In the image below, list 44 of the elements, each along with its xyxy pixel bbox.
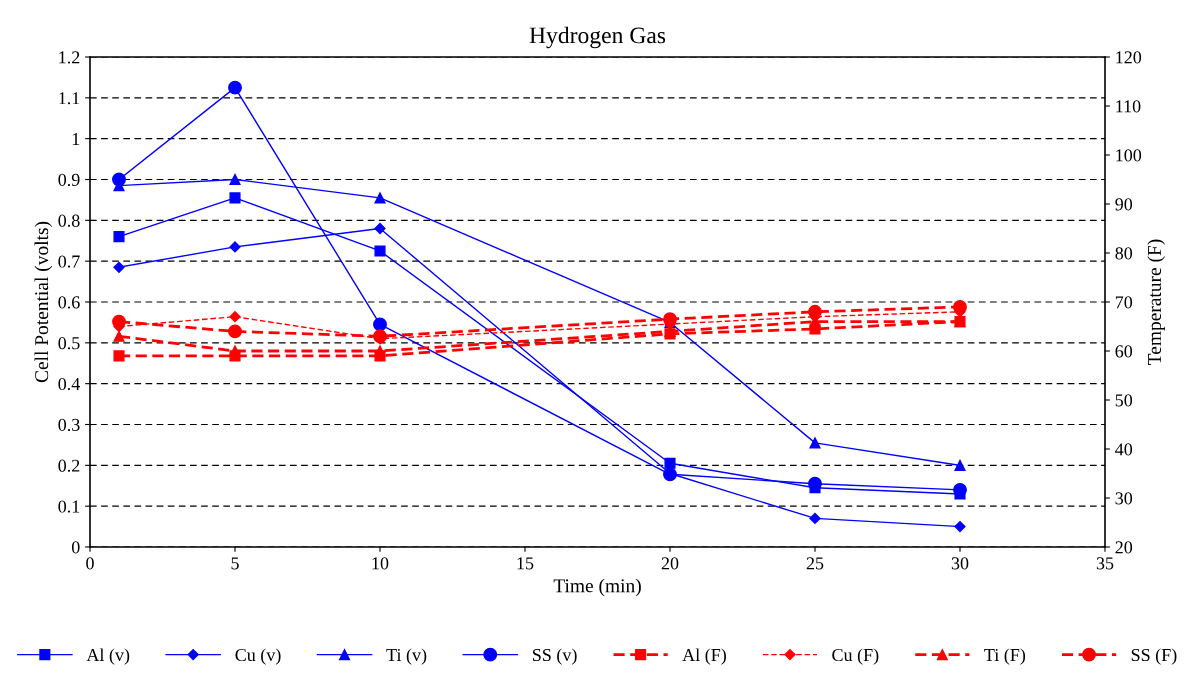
y2-tick-label: 80 bbox=[1115, 247, 1133, 260]
x-tick-label: 25 bbox=[806, 557, 824, 570]
legend-label: Ti (v) bbox=[386, 648, 427, 665]
y-tick-label: 1.2 bbox=[59, 51, 80, 64]
y2-tick-label: 40 bbox=[1115, 443, 1133, 456]
y-tick-label: 0.8 bbox=[58, 214, 80, 227]
x-axis-title: Time (min) bbox=[553, 578, 641, 597]
y2-tick-label: 90 bbox=[1115, 198, 1133, 211]
y-tick-label: 0.4 bbox=[58, 377, 80, 391]
y-tick-label: 0.2 bbox=[58, 459, 80, 472]
x-tick-label: 20 bbox=[661, 557, 679, 570]
y2-tick-label: 60 bbox=[1115, 345, 1133, 358]
y2-tick-label: 110 bbox=[1116, 100, 1141, 113]
legend-label: Cu (F) bbox=[832, 648, 879, 665]
x-tick-label: 30 bbox=[951, 557, 969, 570]
chart-title: Hydrogen Gas bbox=[529, 26, 666, 49]
y2-tick-label: 100 bbox=[1116, 149, 1142, 162]
y2-tick-label: 30 bbox=[1115, 492, 1133, 505]
y-tick-label: 0.5 bbox=[58, 337, 80, 350]
y-tick-label: 0 bbox=[71, 541, 80, 554]
x-tick-label: 0 bbox=[86, 557, 94, 570]
y2-axis-title: Temperature (F) bbox=[1147, 239, 1165, 365]
legend-label: Al (v) bbox=[86, 648, 130, 665]
legend-label: Cu (v) bbox=[235, 648, 281, 665]
y2-tick-label: 70 bbox=[1115, 296, 1133, 309]
y-tick-label: 0.3 bbox=[58, 418, 80, 432]
y2-tick-label: 120 bbox=[1116, 51, 1142, 64]
legend-label: SS (F) bbox=[1131, 648, 1177, 665]
y-tick-label: 0.7 bbox=[58, 255, 80, 268]
x-tick-label: 5 bbox=[231, 557, 239, 570]
y-tick-label: 0.9 bbox=[58, 173, 80, 187]
legend-label: Al (F) bbox=[682, 648, 726, 665]
legend-label: Ti (F) bbox=[984, 648, 1026, 665]
y-tick-label: 0.1 bbox=[58, 500, 80, 513]
y-tick-label: 1 bbox=[72, 133, 80, 145]
y2-tick-label: 20 bbox=[1115, 541, 1133, 554]
x-tick-label: 10 bbox=[372, 557, 389, 570]
y-axis-title: Cell Potential (volts) bbox=[34, 221, 53, 383]
legend-label: SS (v) bbox=[532, 648, 577, 665]
y-tick-label: 1.1 bbox=[59, 92, 80, 105]
y2-tick-label: 50 bbox=[1115, 394, 1133, 407]
y-tick-label: 0.6 bbox=[58, 296, 80, 309]
x-tick-label: 15 bbox=[517, 557, 534, 570]
x-tick-label: 35 bbox=[1096, 557, 1114, 570]
